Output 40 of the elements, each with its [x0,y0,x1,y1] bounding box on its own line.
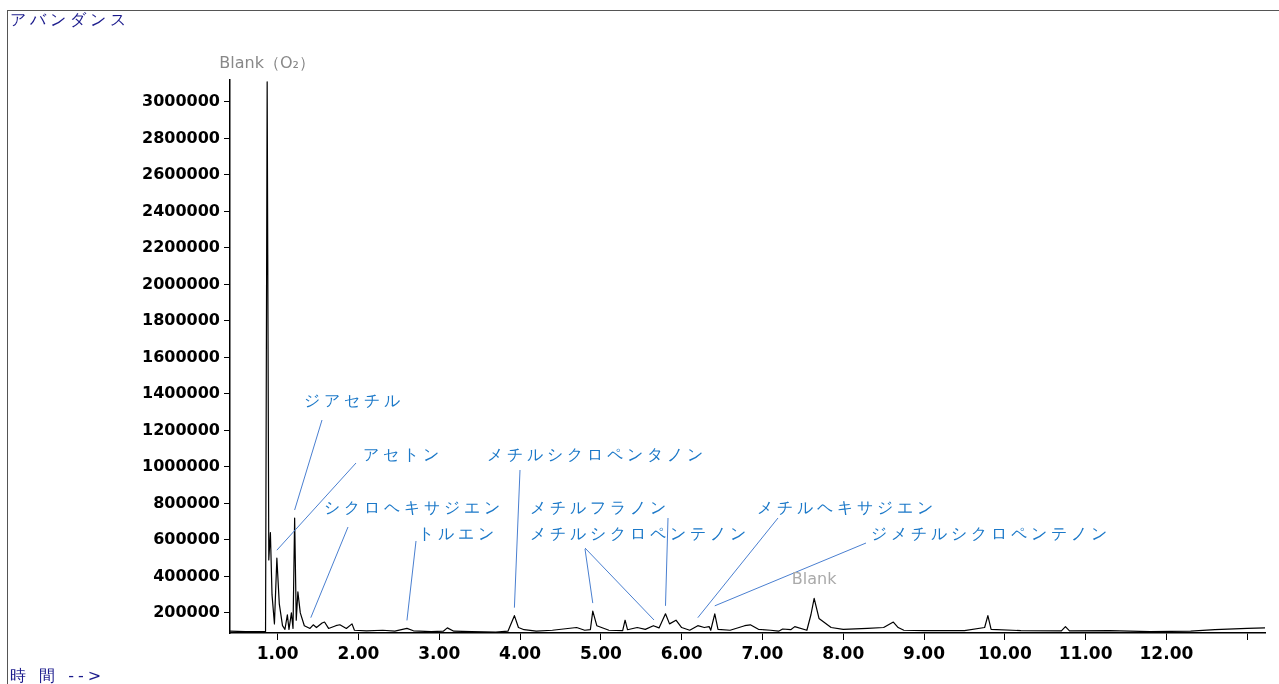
annotation: ジメチルシクロペンテノン [871,524,1111,544]
y-tick-label: 600000 [153,529,220,549]
x-tick-label: 4.00 [499,642,542,663]
annotation: メチルフラノン [530,498,670,518]
x-tick-label: 9.00 [903,642,946,663]
x-tick-label: 2.00 [337,642,380,663]
annotation: メチルシクロペンタノン [487,445,707,465]
annotation: ジアセチル [304,391,404,411]
x-tick-label: 3.00 [418,642,461,663]
y-tick-label: 1000000 [142,456,220,476]
x-tick-label: 8.00 [822,642,865,663]
annotation: アセトン [363,445,443,465]
x-tick-label: 6.00 [660,642,703,663]
x-tick-label: 10.00 [977,642,1032,663]
y-tick-label: 200000 [153,602,220,622]
annotation: メチルヘキサジエン [757,498,937,518]
y-tick-label: 800000 [153,492,220,512]
y-tick-label: 3000000 [142,91,220,111]
y-axis-title: アバンダンス [10,10,130,31]
x-tick-label: 1.00 [256,642,299,663]
annotation: メチルシクロペンテノン [530,524,750,544]
y-tick-label: 2400000 [142,200,220,220]
x-tick-label: 11.00 [1058,642,1113,663]
y-tick-label: 1400000 [142,383,220,403]
y-tick-label: 2800000 [142,127,220,147]
annotation: シクロヘキサジエン [324,498,504,518]
y-tick-label: 1600000 [142,346,220,366]
y-tick-label: 2600000 [142,164,220,184]
y-tick-label: 2000000 [142,273,220,293]
x-tick-label: 7.00 [741,642,784,663]
y-tick-label: 2200000 [142,237,220,257]
annotation: Blank（O₂） [219,52,315,72]
x-tick-label: 5.00 [579,642,622,663]
y-tick-label: 1200000 [142,419,220,439]
annotation: Blank [791,569,838,589]
x-axis-title: 時 間 --> [10,666,106,684]
annotation: トルエン [418,524,498,544]
x-tick-label: 12.00 [1139,642,1194,663]
y-tick-label: 400000 [153,565,220,585]
y-tick-label: 1800000 [142,310,220,330]
